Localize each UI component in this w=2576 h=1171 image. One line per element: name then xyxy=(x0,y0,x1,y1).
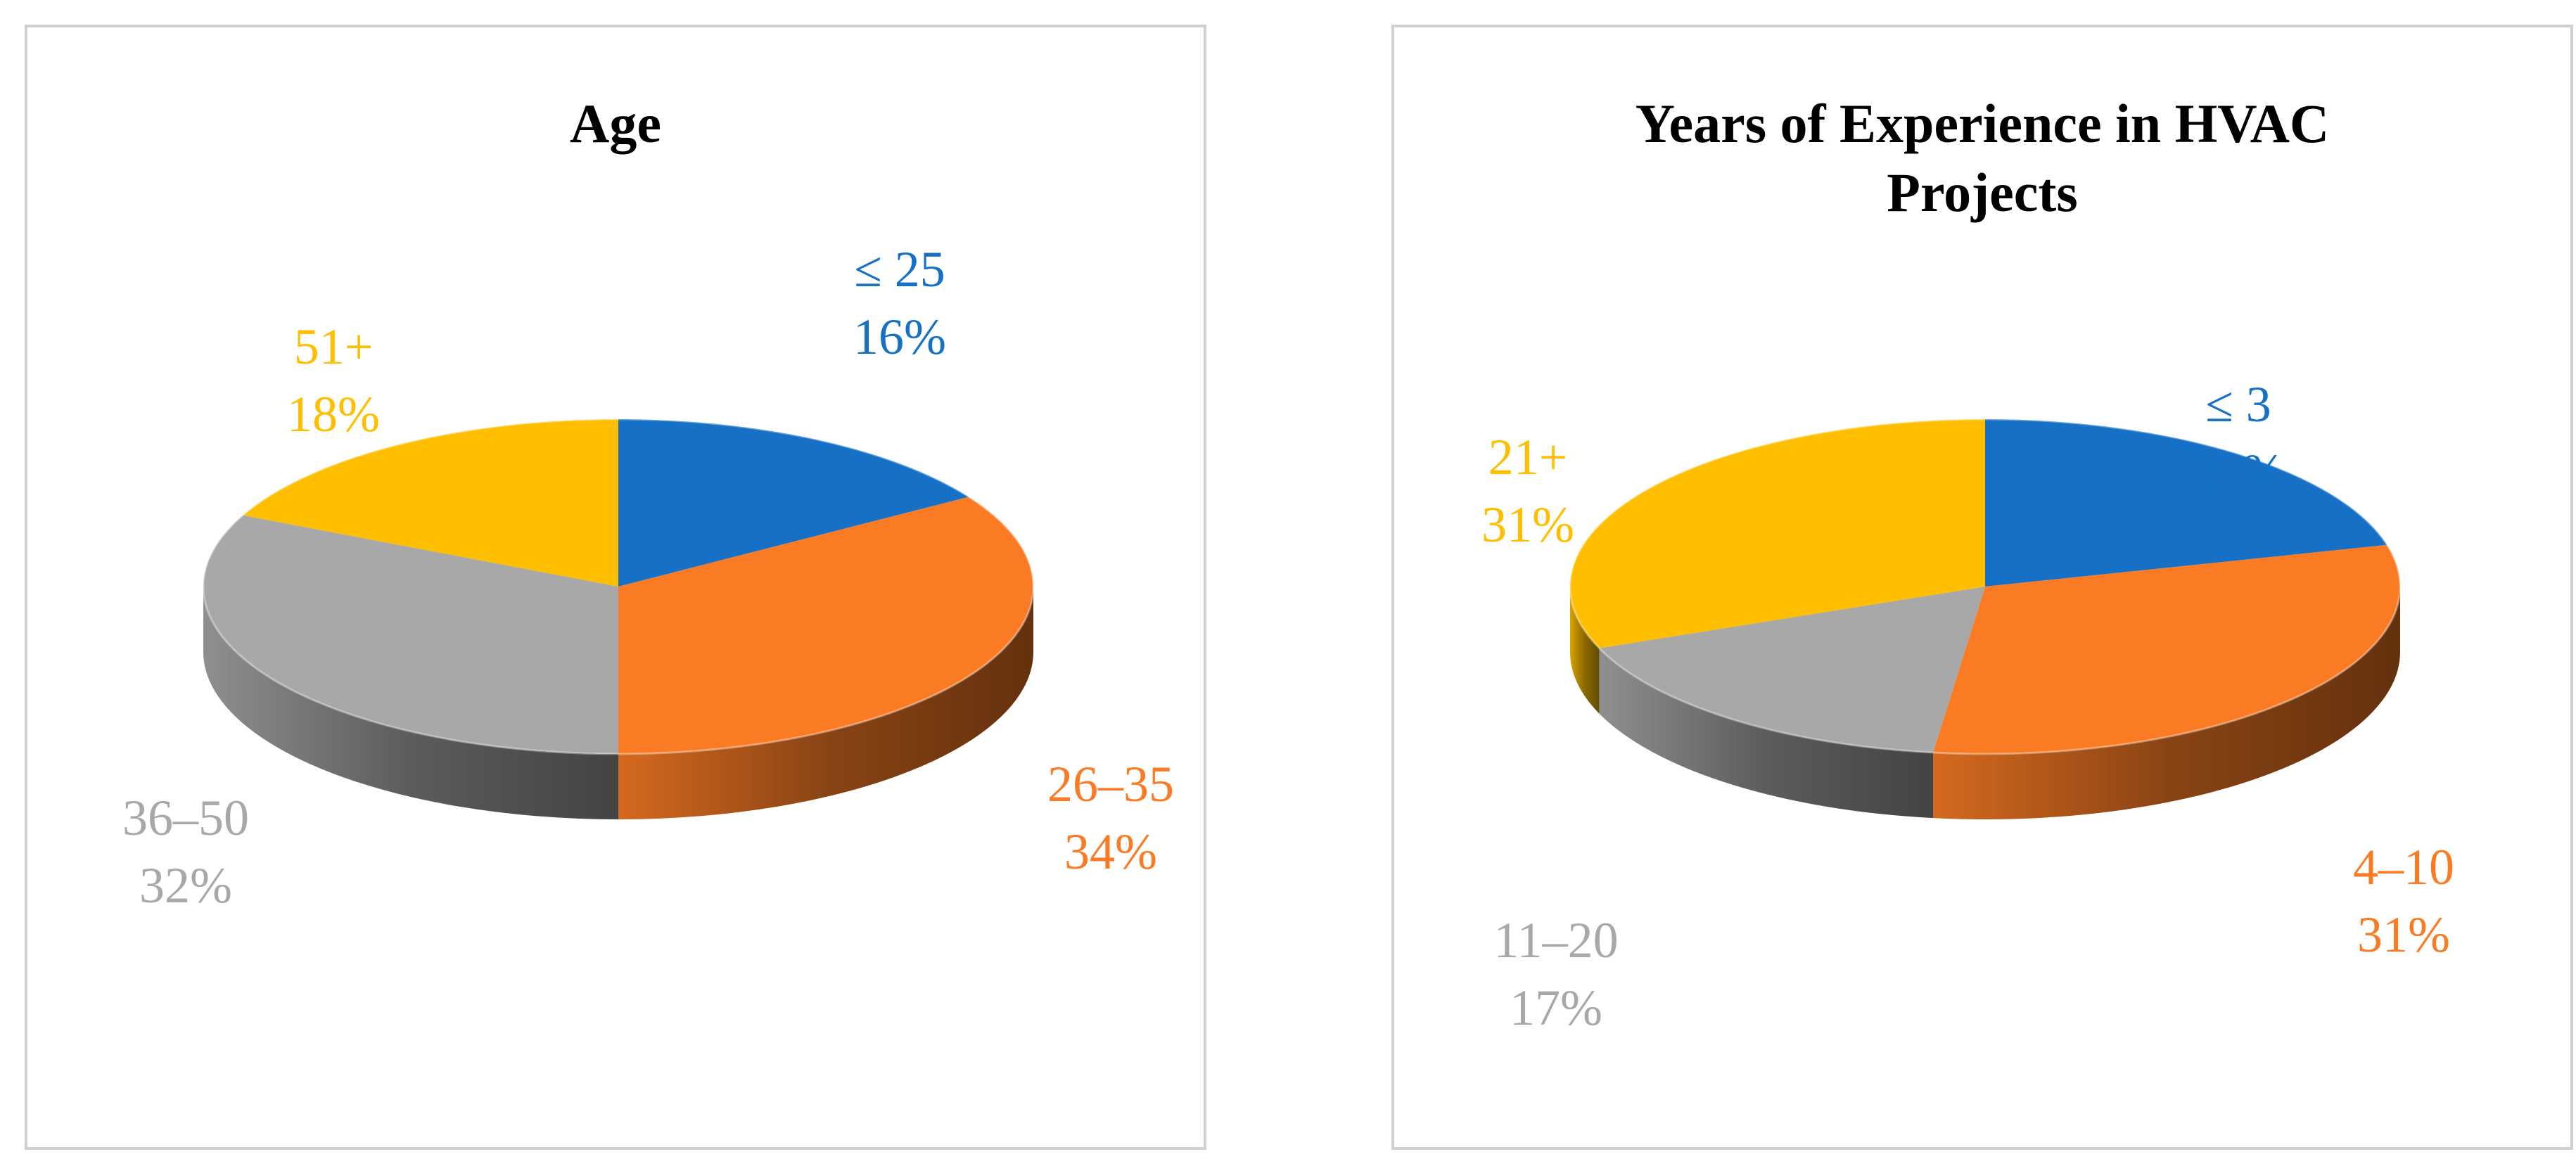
data-label-category: ≤ 25 xyxy=(854,241,945,297)
data-label-value: 18% xyxy=(287,386,380,442)
data-label: ≤ 3 21% xyxy=(2192,376,2285,500)
pie-slice-side xyxy=(1933,587,2400,819)
pie-slice-side xyxy=(203,587,618,819)
pie-slice xyxy=(1570,419,1985,648)
pie-slice xyxy=(618,497,1033,754)
pie-slice-side xyxy=(1599,648,1934,819)
pie-slice xyxy=(1933,544,2400,754)
data-label-category: 21+ xyxy=(1488,429,1568,485)
data-label: 11–20 17% xyxy=(1493,912,1618,1036)
chart-title: Age xyxy=(570,93,661,154)
data-label: ≤ 25 16% xyxy=(853,241,946,365)
data-label: 4–10 31% xyxy=(2353,839,2454,963)
pie-slice xyxy=(1985,419,2387,587)
data-label: 36–50 32% xyxy=(122,790,249,914)
pie-slice-side xyxy=(1570,587,1600,714)
experience-pie-chart: ≤ 3 21%4–10 31%11–20 17%21+ 31% xyxy=(1481,376,2454,1036)
age-chart-panel: Age ≤ 25 16% 26–35 34% 36–50 32% 51+ 18% xyxy=(25,25,1206,1150)
data-label-category: 36–50 xyxy=(122,790,249,846)
data-label-value: 34% xyxy=(1064,824,1157,880)
pie-rim xyxy=(1569,418,2402,755)
data-label-value: 21% xyxy=(2192,444,2285,500)
chart-title: Years of Experience in HVAC Projects xyxy=(1635,93,2330,223)
pie-side-walls xyxy=(1570,587,2400,819)
experience-chart-panel: Years of Experience in HVAC Projects ≤ 3… xyxy=(1391,25,2573,1150)
data-label-category: ≤ 3 xyxy=(2205,376,2271,433)
pie-slice xyxy=(618,419,969,587)
pie-slice xyxy=(1599,587,1985,753)
data-label: 26–35 34% xyxy=(1047,756,1174,880)
data-label-value: 17% xyxy=(1510,980,1602,1036)
pie-slice xyxy=(243,419,618,587)
data-label-category: 11–20 xyxy=(1493,912,1618,968)
pie-side-walls xyxy=(203,587,1033,819)
data-label: 21+ 31% xyxy=(1481,429,1574,553)
data-label-category: 51+ xyxy=(294,319,374,375)
data-label-value: 31% xyxy=(1481,497,1574,553)
data-label-category: 4–10 xyxy=(2353,839,2454,895)
data-label-value: 16% xyxy=(853,309,946,365)
pie-slice-side xyxy=(618,587,1033,819)
data-label-value: 32% xyxy=(139,857,232,914)
data-label-value: 31% xyxy=(2357,907,2450,963)
age-pie-chart: ≤ 25 16%26–35 34%36–50 32%51+ 18% xyxy=(122,241,1174,914)
data-label-category: 26–35 xyxy=(1047,756,1174,812)
data-label: 51+ 18% xyxy=(287,319,380,442)
pie-slice xyxy=(203,515,618,754)
pie-rim xyxy=(202,418,1035,755)
